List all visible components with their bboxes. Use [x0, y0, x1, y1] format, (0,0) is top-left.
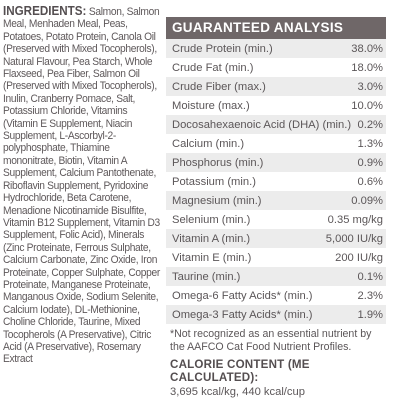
nutrient-value: 5,000 IU/kg [325, 232, 383, 245]
nutrient-name: Omega-6 Fatty Acids* (min.) [172, 289, 313, 302]
nutrient-value: 3.0% [357, 80, 384, 93]
nutrient-name: Moisture (max.) [172, 99, 250, 112]
nutrient-name: Magnesium (min.) [172, 194, 262, 207]
nutrient-value: 0.35 mg/kg [327, 213, 383, 226]
table-row: Moisture (max.) 10.0% [166, 96, 386, 115]
nutrient-value: 1.9% [357, 308, 384, 321]
guaranteed-analysis-panel: GUARANTEED ANALYSIS Crude Protein (min.)… [166, 17, 386, 398]
calorie-content-value: 3,695 kcal/kg, 440 kcal/cup [170, 386, 305, 398]
calorie-content-title: CALORIE CONTENT (ME CALCULATED): [170, 358, 310, 384]
table-row: Omega-3 Fatty Acids* (min.) 1.9% [166, 305, 386, 324]
analysis-table: Crude Protein (min.) 38.0% Crude Fat (min.… [166, 39, 386, 324]
table-row: Vitamin A (min.) 5,000 IU/kg [166, 229, 386, 248]
nutrient-name: Selenium (min.) [172, 213, 251, 226]
table-row: Crude Fat (min.) 18.0% [166, 58, 386, 77]
nutrient-value: 2.3% [357, 289, 384, 302]
table-row: Docosahexaenoic Acid (DHA) (min.) 0.2% [166, 115, 386, 134]
table-row: Magnesium (min.) 0.09% [166, 191, 386, 210]
ingredients-text: Salmon, Salmon Meal, Menhaden Meal, Peas… [3, 6, 160, 366]
nutrient-name: Crude Protein (min.) [172, 42, 273, 55]
nutrient-value: 0.2% [357, 118, 384, 131]
table-row: Crude Protein (min.) 38.0% [166, 39, 386, 58]
nutrient-value: 38.0% [351, 42, 383, 55]
nutrient-name: Potassium (min.) [172, 175, 256, 188]
nutrient-value: 1.3% [357, 137, 384, 150]
nutrient-value: 200 IU/kg [335, 251, 383, 264]
nutrient-name: Phosphorus (min.) [172, 156, 264, 169]
nutrient-name: Taurine (min.) [172, 270, 241, 283]
ingredients-label: INGREDIENTS: [3, 4, 87, 18]
nutrient-value: 10.0% [351, 99, 383, 112]
table-row: Potassium (min.) 0.6% [166, 172, 386, 191]
nutrient-value: 18.0% [351, 61, 383, 74]
table-row: Omega-6 Fatty Acids* (min.) 2.3% [166, 286, 386, 305]
table-row: Crude Fiber (max.) 3.0% [166, 77, 386, 96]
nutrient-value: 0.1% [357, 270, 384, 283]
analysis-title: GUARANTEED ANALYSIS [166, 17, 386, 39]
nutrient-name: Crude Fat (min.) [172, 61, 254, 74]
nutrient-value: 0.09% [351, 194, 383, 207]
table-row: Phosphorus (min.) 0.9% [166, 153, 386, 172]
nutrient-name: Vitamin A (min.) [172, 232, 251, 245]
nutrient-name: Crude Fiber (max.) [172, 80, 266, 93]
nutrient-value: 0.6% [357, 175, 384, 188]
nutrient-name: Calcium (min.) [172, 137, 245, 150]
analysis-footnote: *Not recognized as an essential nutrient… [170, 328, 372, 353]
nutrient-name: Docosahexaenoic Acid (DHA) (min.) [172, 118, 352, 131]
nutrient-name: Vitamin E (min.) [172, 251, 252, 264]
nutrient-value: 0.9% [357, 156, 384, 169]
table-row: Vitamin E (min.) 200 IU/kg [166, 248, 386, 267]
ingredients-block: INGREDIENTS: Salmon, Salmon Meal, Menhad… [3, 5, 161, 366]
nutrient-name: Omega-3 Fatty Acids* (min.) [172, 308, 313, 321]
table-row: Taurine (min.) 0.1% [166, 267, 386, 286]
table-row: Calcium (min.) 1.3% [166, 134, 386, 153]
table-row: Selenium (min.) 0.35 mg/kg [166, 210, 386, 229]
